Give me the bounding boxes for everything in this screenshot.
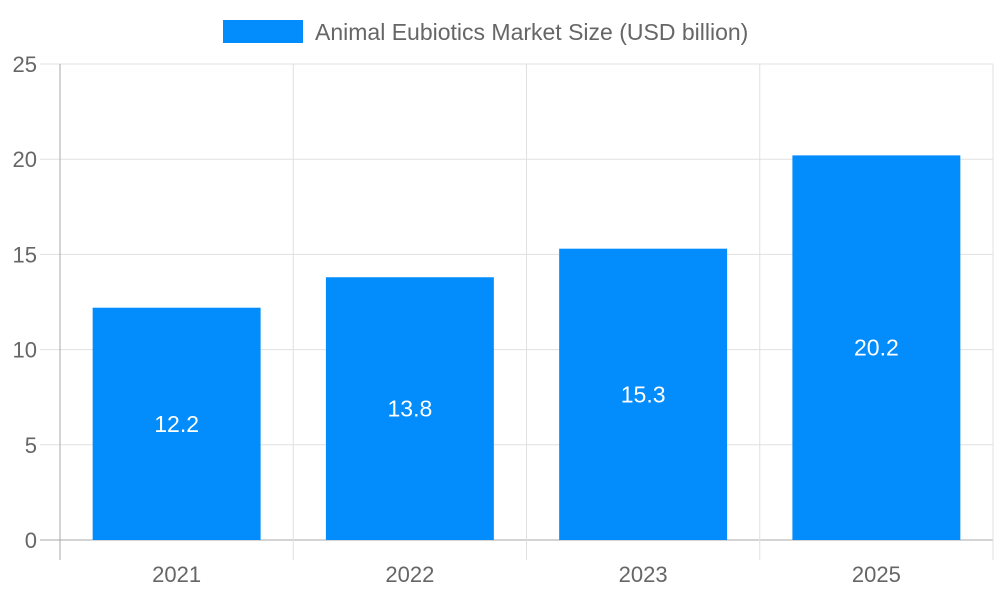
x-tick-label: 2023	[619, 562, 668, 587]
y-tick-label: 20	[13, 147, 37, 172]
bar-2025	[792, 155, 961, 540]
legend-label: Animal Eubiotics Market Size (USD billio…	[315, 19, 748, 45]
bar-2023	[559, 248, 728, 541]
y-tick-label: 5	[25, 433, 37, 458]
x-tick-label: 2021	[152, 562, 201, 587]
bar-2022	[325, 277, 494, 540]
data-label: 15.3	[621, 381, 666, 407]
data-label: 12.2	[154, 411, 199, 437]
data-label: 13.8	[387, 396, 432, 422]
x-tick-label: 2025	[852, 562, 901, 587]
y-tick-label: 10	[13, 338, 37, 363]
data-label: 20.2	[854, 335, 899, 361]
x-tick-label: 2022	[385, 562, 434, 587]
legend-swatch	[223, 20, 303, 43]
bar-2021	[92, 307, 261, 540]
y-tick-label: 25	[13, 52, 37, 77]
legend[interactable]: Animal Eubiotics Market Size (USD billio…	[223, 19, 748, 45]
y-tick-label: 15	[13, 242, 37, 267]
y-tick-label: 0	[25, 528, 37, 553]
